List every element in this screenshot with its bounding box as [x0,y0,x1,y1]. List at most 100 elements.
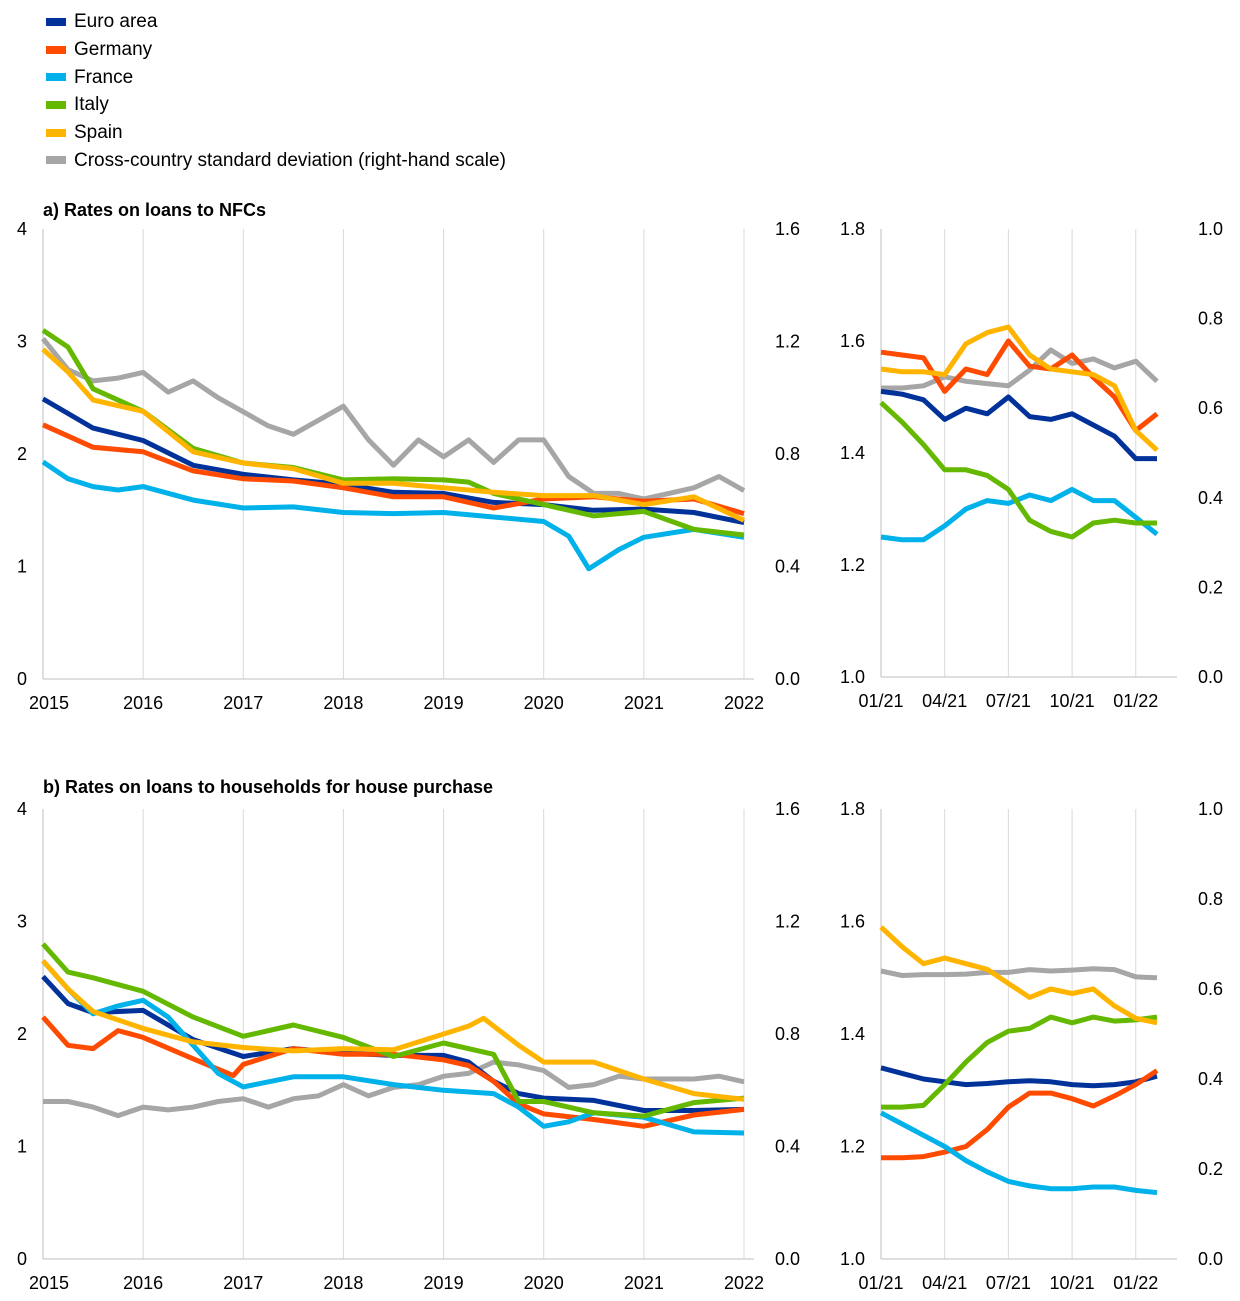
series-line-a-long-spain [41,347,746,523]
y2-tick-label-b-zoom-4: 0.8 [1198,889,1223,909]
y2-tick-label-a-long-4: 1.6 [775,219,800,239]
series-line-b-long-italy [41,942,745,1119]
series-line-a-zoom-italy [879,400,1157,540]
series-line-a-zoom-germany [880,338,1159,434]
y2-tick-label-b-zoom-5: 1.0 [1198,799,1223,819]
y-tick-label-b-long-2: 2 [17,1024,27,1044]
y-tick-label-a-zoom-3: 1.6 [840,331,865,351]
legend-item-spain[interactable]: Spain [46,119,506,147]
legend-label-std-dev: Cross-country standard deviation (right-… [74,149,506,171]
series-line-a-long-germany [41,422,745,517]
y-tick-label-b-long-0: 0 [17,1249,27,1269]
legend-item-euro-area[interactable]: Euro area [46,8,506,36]
y2-tick-label-a-long-2: 0.8 [775,444,800,464]
y2-tick-label-a-zoom-3: 0.6 [1198,398,1223,418]
x-tick-label-a-long-3: 2018 [323,693,363,713]
x-tick-label-b-zoom-1: 04/21 [922,1273,967,1293]
legend-label-italy: Italy [74,94,109,116]
x-tick-label-b-long-0: 2015 [29,1273,69,1293]
legend-swatch-france [46,73,66,82]
series-line-b-zoom-france [879,1110,1158,1196]
legend-swatch-spain [46,128,66,137]
x-tick-label-a-zoom-1: 04/21 [922,691,967,711]
y-tick-label-a-zoom-1: 1.2 [840,555,865,575]
legend-item-std-dev[interactable]: Cross-country standard deviation (right-… [46,146,506,174]
y2-tick-label-b-long-4: 1.6 [775,799,800,819]
panel-title-b-long: b) Rates on loans to households for hous… [43,777,493,797]
y-tick-label-b-long-3: 3 [17,912,27,932]
y-tick-label-b-long-4: 4 [17,799,27,819]
y2-tick-label-b-zoom-0: 0.0 [1198,1249,1223,1269]
legend-swatch-italy [46,100,66,109]
legend-label-france: France [74,66,134,88]
series-line-a-long-france [41,459,745,572]
x-tick-label-a-zoom-3: 10/21 [1050,691,1095,711]
legend: Euro area Germany France Italy Spain Cro… [46,8,506,174]
legend-item-italy[interactable]: Italy [46,91,506,119]
series-line-a-zoom-euro-area [880,388,1157,462]
x-tick-label-a-long-2: 2017 [223,693,263,713]
y2-tick-label-b-long-1: 0.4 [775,1137,800,1157]
y-tick-label-a-long-0: 0 [17,669,27,689]
y2-tick-label-a-long-0: 0.0 [775,669,800,689]
series-line-a-zoom-cross-country-standard-d [881,347,1159,391]
y2-tick-label-b-zoom-1: 0.2 [1198,1159,1223,1179]
y-tick-label-a-long-4: 4 [17,219,27,239]
legend-label-spain: Spain [74,122,123,144]
series-line-b-long-spain [41,959,745,1102]
y-tick-label-a-zoom-4: 1.8 [840,219,865,239]
y-tick-label-b-zoom-1: 1.2 [840,1137,865,1157]
y2-tick-label-b-long-3: 1.2 [775,912,800,932]
y2-tick-label-a-zoom-0: 0.0 [1198,667,1223,687]
x-tick-label-a-zoom-4: 01/22 [1113,691,1158,711]
x-tick-label-b-zoom-3: 10/21 [1050,1273,1095,1293]
panel-title-a-long: a) Rates on loans to NFCs [43,200,266,220]
x-tick-label-b-long-1: 2016 [123,1273,163,1293]
x-tick-label-a-long-4: 2019 [424,693,464,713]
legend-label-germany: Germany [74,39,153,61]
x-tick-label-b-long-2: 2017 [223,1273,263,1293]
series-line-a-zoom-spain [880,324,1159,453]
legend-item-germany[interactable]: Germany [46,36,506,64]
series-line-b-zoom-germany [881,1068,1159,1161]
x-tick-label-a-long-7: 2022 [724,693,764,713]
x-tick-label-a-long-0: 2015 [29,693,69,713]
y2-tick-label-a-zoom-4: 0.8 [1198,309,1223,329]
series-line-b-zoom-euro-area [880,1065,1158,1089]
x-tick-label-b-long-7: 2022 [724,1273,764,1293]
x-tick-label-b-zoom-2: 07/21 [986,1273,1031,1293]
y2-tick-label-a-zoom-1: 0.2 [1198,577,1223,597]
y2-tick-label-a-zoom-5: 1.0 [1198,219,1223,239]
x-tick-label-a-long-6: 2021 [624,693,664,713]
y2-tick-label-b-zoom-3: 0.6 [1198,979,1223,999]
y-tick-label-b-zoom-0: 1.0 [840,1249,865,1269]
y2-tick-label-a-long-3: 1.2 [775,332,800,352]
x-tick-label-a-long-5: 2020 [524,693,564,713]
x-tick-label-a-zoom-0: 01/21 [858,691,903,711]
y-tick-label-b-zoom-2: 1.4 [840,1024,865,1044]
y-tick-label-a-long-3: 3 [17,332,27,352]
y-tick-label-a-long-1: 1 [17,557,27,577]
y-tick-label-a-long-2: 2 [17,444,27,464]
y-tick-label-a-zoom-0: 1.0 [840,667,865,687]
x-tick-label-a-long-1: 2016 [123,693,163,713]
y-tick-label-b-zoom-4: 1.8 [840,799,865,819]
y2-tick-label-a-long-1: 0.4 [775,557,800,577]
series-line-b-long-cross-country-standard-d [43,1059,745,1119]
series-line-a-long-italy [41,328,745,538]
series-line-a-long-euro-area [41,396,745,526]
legend-swatch-euro-area [46,17,66,26]
series-line-b-zoom-cross-country-standard-d [880,966,1158,981]
series-line-b-zoom-italy [881,1014,1158,1110]
y-tick-label-b-zoom-3: 1.6 [840,912,865,932]
x-tick-label-b-zoom-4: 01/22 [1113,1273,1158,1293]
x-tick-label-b-long-5: 2020 [524,1273,564,1293]
y2-tick-label-b-long-0: 0.0 [775,1249,800,1269]
legend-item-france[interactable]: France [46,63,506,91]
legend-swatch-germany [46,45,66,54]
y2-tick-label-b-long-2: 0.8 [775,1024,800,1044]
x-tick-label-b-zoom-0: 01/21 [858,1273,903,1293]
series-line-b-long-germany [41,1015,745,1129]
x-tick-label-b-long-6: 2021 [624,1273,664,1293]
